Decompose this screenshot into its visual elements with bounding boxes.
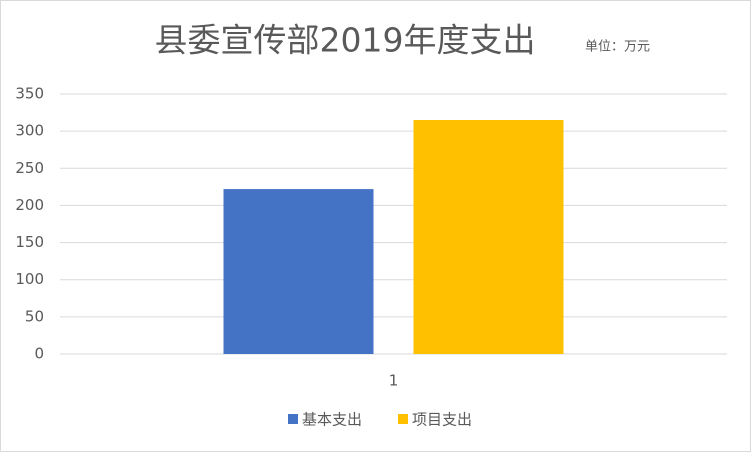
y-tick-label: 250 <box>15 159 44 177</box>
y-tick-label: 350 <box>15 85 44 103</box>
legend-swatch <box>398 414 408 424</box>
y-tick-label: 200 <box>15 196 44 214</box>
legend-swatch <box>288 414 298 424</box>
bar <box>223 189 374 354</box>
y-tick-label: 300 <box>15 122 44 140</box>
chart-title: 县委宣传部2019年度支出 <box>155 21 536 60</box>
chart-subtitle: 单位：万元 <box>585 40 650 55</box>
bar <box>413 120 564 354</box>
legend-label: 基本支出 <box>302 411 362 429</box>
y-tick-label: 50 <box>25 307 44 325</box>
y-tick-label: 0 <box>34 345 44 363</box>
legend-label: 项目支出 <box>412 411 472 429</box>
x-tick-label: 1 <box>389 372 399 390</box>
y-tick-label: 100 <box>15 270 44 288</box>
y-tick-label: 150 <box>15 233 44 251</box>
